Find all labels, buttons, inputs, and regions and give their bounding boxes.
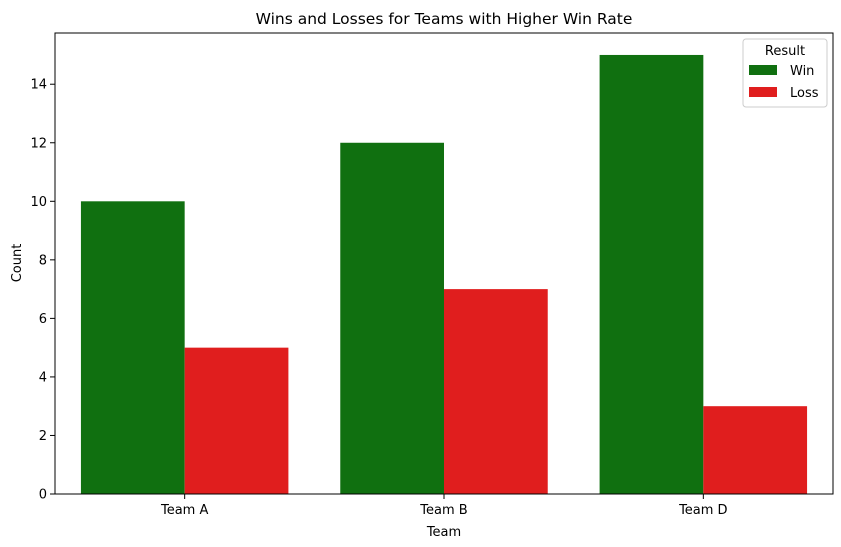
y-axis: 0 2 4 6 8 10 12 14 xyxy=(30,78,55,503)
bars-group xyxy=(80,54,808,495)
y-axis-title: Count xyxy=(10,244,25,283)
chart-title: Wins and Losses for Teams with Higher Wi… xyxy=(256,10,633,28)
bar-loss-1 xyxy=(184,347,289,494)
legend-swatch-win xyxy=(749,65,777,75)
y-tick-label: 10 xyxy=(30,195,47,210)
legend: Result Win Loss xyxy=(742,38,828,108)
bar-loss-2 xyxy=(444,289,548,494)
y-tick-label: 14 xyxy=(30,78,47,93)
y-tick-label: 12 xyxy=(30,136,47,151)
y-tick-label: 0 xyxy=(39,488,47,503)
x-axis-title: Team xyxy=(426,525,461,540)
bar-win-2 xyxy=(340,142,444,494)
bar-win-1 xyxy=(80,201,185,495)
legend-swatch-loss xyxy=(749,87,777,97)
y-tick-label: 2 xyxy=(39,429,47,444)
legend-label-win: Win xyxy=(790,64,814,79)
y-tick-label: 8 xyxy=(39,253,47,268)
legend-items: Win Loss xyxy=(749,64,819,101)
y-tick-label: 6 xyxy=(39,312,47,327)
legend-title: Result xyxy=(765,44,805,59)
bar-win-3 xyxy=(599,54,704,494)
bar-loss-3 xyxy=(703,406,808,494)
y-tick-label: 4 xyxy=(39,370,47,385)
x-tick-label: Team B xyxy=(419,503,467,518)
x-axis: Team A Team B Team D xyxy=(160,494,728,518)
legend-label-loss: Loss xyxy=(790,86,819,101)
x-tick-label: Team D xyxy=(678,503,728,518)
x-tick-label: Team A xyxy=(160,503,208,518)
